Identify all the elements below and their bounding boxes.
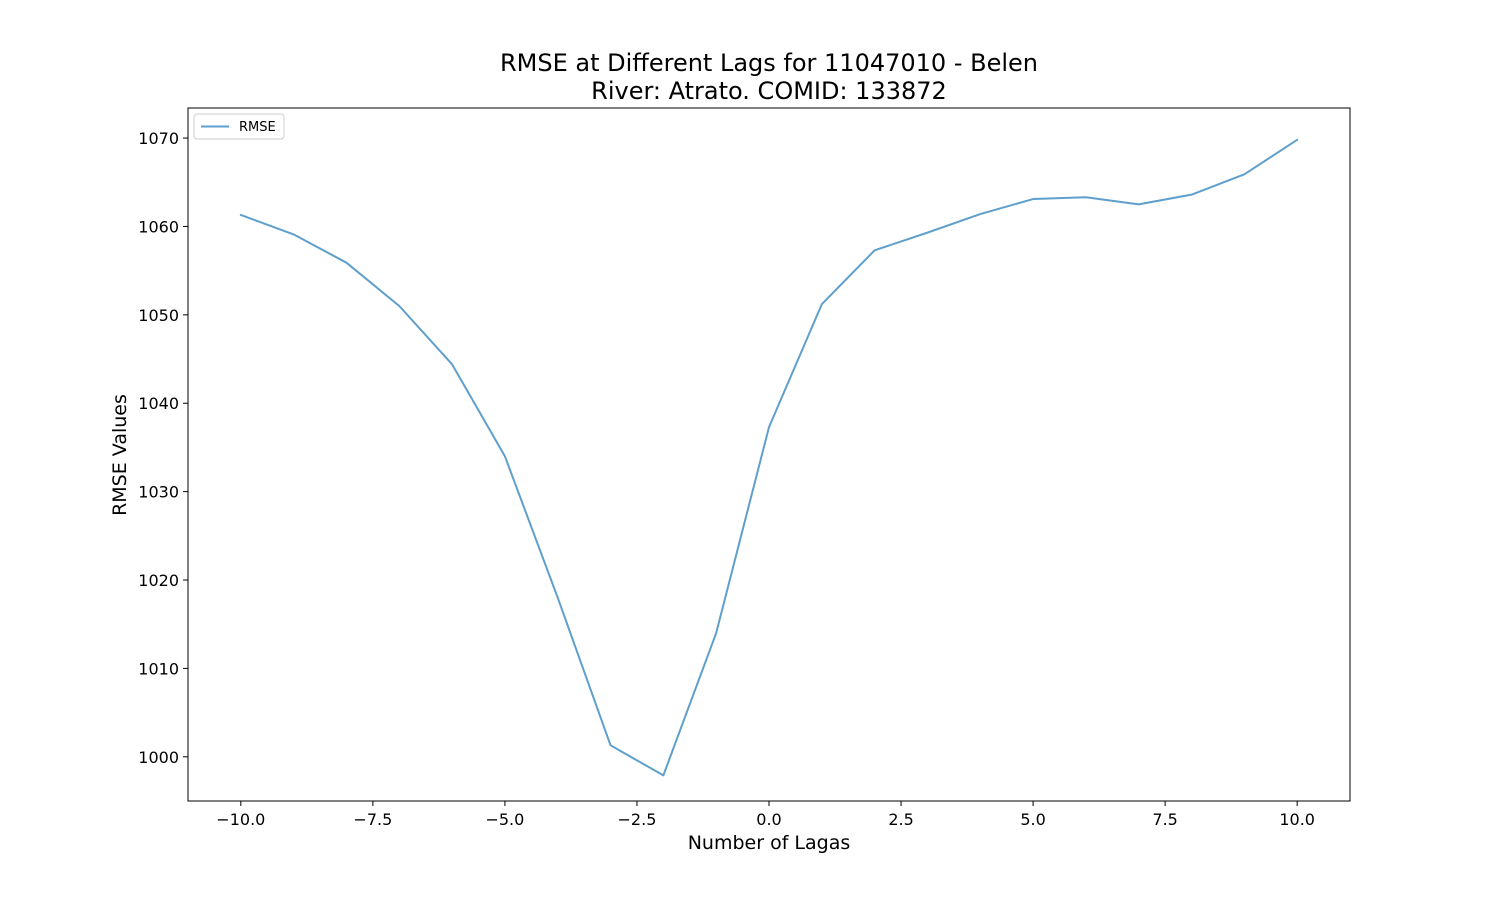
y-tick-label: 1030 bbox=[138, 483, 179, 502]
legend: RMSE bbox=[193, 113, 285, 140]
y-tick-label: 1060 bbox=[138, 217, 179, 236]
x-tick-label: 10.0 bbox=[1279, 810, 1315, 829]
x-axis: −10.0 −7.5 −5.0 −2.5 0.0 2.5 5.0 7.5 10.0 bbox=[216, 801, 1315, 829]
y-tick-label: 1000 bbox=[138, 748, 179, 767]
x-tick-label: 0.0 bbox=[756, 810, 781, 829]
x-tick-label: 2.5 bbox=[888, 810, 913, 829]
chart-subtitle: River: Atrato. COMID: 133872 bbox=[591, 77, 947, 105]
chart-title: RMSE at Different Lags for 11047010 - Be… bbox=[500, 49, 1038, 77]
x-tick-label: 5.0 bbox=[1020, 810, 1045, 829]
x-tick-label: −2.5 bbox=[618, 810, 657, 829]
plot-frame bbox=[187, 107, 1351, 802]
x-tick-label: −7.5 bbox=[353, 810, 392, 829]
x-tick-label: 7.5 bbox=[1152, 810, 1177, 829]
y-axis-label: RMSE Values bbox=[109, 394, 131, 516]
x-tick-label: −10.0 bbox=[216, 810, 265, 829]
legend-label-rmse: RMSE bbox=[239, 120, 276, 135]
series-line-rmse bbox=[239, 138, 1299, 777]
y-tick-label: 1020 bbox=[138, 571, 179, 590]
y-tick-label: 1070 bbox=[138, 129, 179, 148]
plot-series bbox=[239, 138, 1299, 777]
x-axis-label: Number of Lagas bbox=[688, 832, 851, 854]
y-axis: 1000 1010 1020 1030 1040 1050 1060 1070 bbox=[138, 129, 188, 767]
legend-box bbox=[193, 113, 285, 140]
x-tick-label: −5.0 bbox=[485, 810, 524, 829]
y-tick-label: 1010 bbox=[138, 659, 179, 678]
y-tick-label: 1050 bbox=[138, 306, 179, 325]
y-tick-label: 1040 bbox=[138, 394, 179, 413]
